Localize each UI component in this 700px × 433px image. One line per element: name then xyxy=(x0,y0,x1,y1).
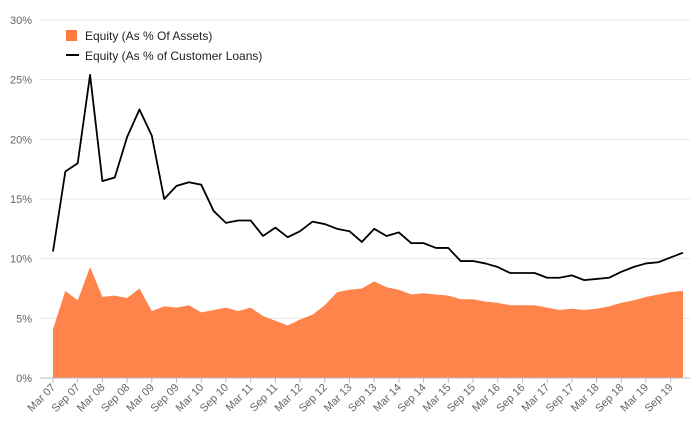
legend-label-line: Equity (As % of Customer Loans) xyxy=(85,49,262,63)
y-tick-label: 10% xyxy=(10,254,32,266)
y-tick-label: 0% xyxy=(16,373,32,385)
x-tick-label: Sep 19 xyxy=(643,382,676,415)
legend: Equity (As % Of Assets) Equity (As % of … xyxy=(66,29,262,63)
legend-label-area: Equity (As % Of Assets) xyxy=(85,29,212,43)
area-series-layer xyxy=(53,267,683,378)
area-equity-assets xyxy=(53,267,683,378)
y-tick-label: 30% xyxy=(10,15,32,27)
y-tick-label: 20% xyxy=(10,134,32,146)
y-tick-label: 25% xyxy=(10,75,32,87)
line-equity-customer-loans xyxy=(52,73,684,282)
gridlines xyxy=(40,19,690,319)
line-series-layer xyxy=(52,73,684,282)
legend-swatch-area xyxy=(66,30,77,41)
y-tick-label: 15% xyxy=(10,194,32,206)
x-tick-label: Sep 10 xyxy=(198,382,231,415)
y-tick-label: 5% xyxy=(16,313,32,325)
